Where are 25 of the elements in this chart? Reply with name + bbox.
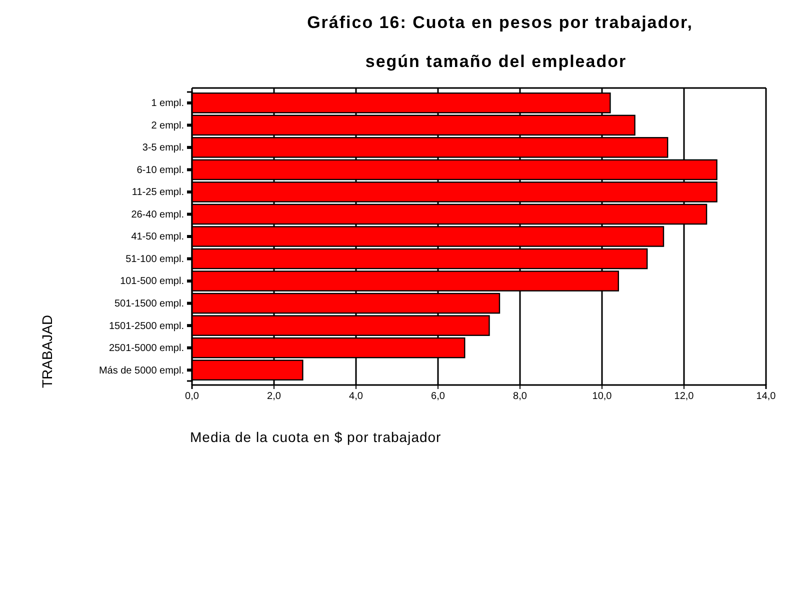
- x-tick-label: 2,0: [267, 391, 282, 402]
- y-tick-label: 26-40 empl.: [131, 209, 184, 220]
- x-tick-label: 0,0: [185, 391, 200, 402]
- y-tick-label: 6-10 empl.: [136, 164, 184, 176]
- y-tick-label: 501-1500 empl.: [114, 298, 184, 310]
- y-tick-label: 2501-5000 empl.: [108, 343, 184, 354]
- x-tick-label: 4,0: [349, 391, 364, 402]
- x-tick-label: 6,0: [431, 391, 446, 402]
- x-tick-label: 8,0: [513, 391, 528, 402]
- x-tick-label: 14,0: [756, 391, 776, 402]
- y-tick-label: 1501-2500 empl.: [108, 320, 184, 332]
- y-tick-label: 3-5 empl.: [142, 142, 184, 154]
- y-axis-title: TRABAJAD: [39, 314, 55, 388]
- chart-subtitle: según tamaño del empleador: [365, 52, 627, 71]
- y-tick-label: 41-50 empl.: [131, 232, 184, 243]
- y-tick-label: 1 empl.: [151, 98, 184, 110]
- x-axis-title: Media de la cuota en $ por trabajador: [190, 429, 442, 445]
- y-tick-label: Más de 5000 empl.: [98, 365, 184, 376]
- y-tick-label: 2 empl.: [151, 120, 184, 132]
- y-tick-label: 11-25 empl.: [132, 187, 184, 198]
- x-tick-label: 12,0: [674, 391, 694, 402]
- x-tick-label: 10,0: [592, 391, 612, 402]
- y-tick-label: 51-100 empl.: [126, 254, 184, 265]
- chart-title: Gráfico 16: Cuota en pesos por trabajador,: [307, 13, 693, 32]
- y-tick-label: 101-500 empl.: [120, 276, 184, 288]
